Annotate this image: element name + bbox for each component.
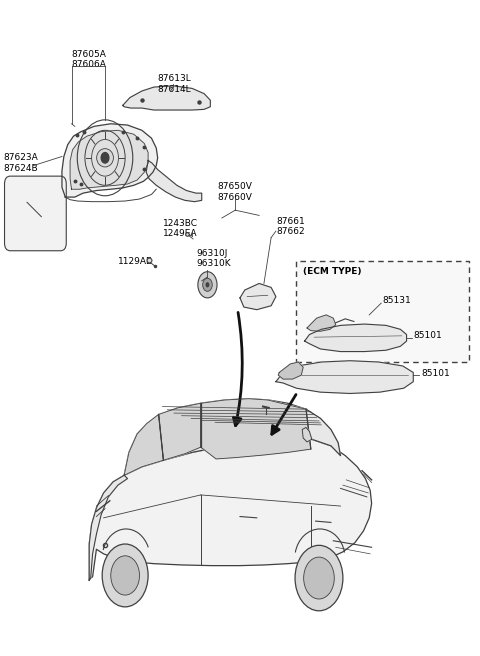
Polygon shape [278, 362, 303, 379]
Polygon shape [305, 324, 407, 352]
Polygon shape [302, 428, 312, 442]
Circle shape [295, 545, 343, 611]
Text: 87623A
87624B: 87623A 87624B [3, 154, 38, 173]
Polygon shape [201, 399, 311, 459]
Circle shape [101, 153, 109, 163]
Polygon shape [89, 476, 128, 580]
Text: 85101: 85101 [421, 369, 450, 379]
Polygon shape [124, 399, 340, 476]
Text: 87661
87662: 87661 87662 [276, 217, 305, 236]
Text: 85101: 85101 [413, 331, 442, 340]
Polygon shape [307, 315, 336, 331]
Text: 87650V
87660V: 87650V 87660V [217, 182, 252, 201]
FancyBboxPatch shape [4, 176, 66, 251]
Polygon shape [62, 124, 157, 197]
FancyBboxPatch shape [297, 260, 469, 362]
Polygon shape [158, 403, 201, 461]
Ellipse shape [96, 149, 113, 167]
Polygon shape [276, 361, 413, 394]
Polygon shape [70, 131, 148, 189]
Polygon shape [240, 283, 276, 310]
Circle shape [102, 544, 148, 607]
Polygon shape [123, 86, 210, 110]
Text: 96310J
96310K: 96310J 96310K [196, 249, 230, 268]
Text: 1243BC
1249EA: 1243BC 1249EA [162, 219, 197, 238]
Polygon shape [124, 415, 163, 476]
Text: 85131: 85131 [383, 296, 411, 305]
Text: 87605A
87606A: 87605A 87606A [72, 50, 107, 70]
Circle shape [205, 282, 209, 287]
Circle shape [304, 557, 334, 599]
Polygon shape [146, 161, 202, 201]
Polygon shape [89, 438, 372, 580]
Circle shape [111, 556, 140, 595]
Text: (ECM TYPE): (ECM TYPE) [303, 267, 361, 276]
Text: 87613L
87614L: 87613L 87614L [157, 74, 192, 94]
Text: 1129AE: 1129AE [118, 256, 153, 266]
Circle shape [203, 278, 212, 291]
Circle shape [198, 272, 217, 298]
